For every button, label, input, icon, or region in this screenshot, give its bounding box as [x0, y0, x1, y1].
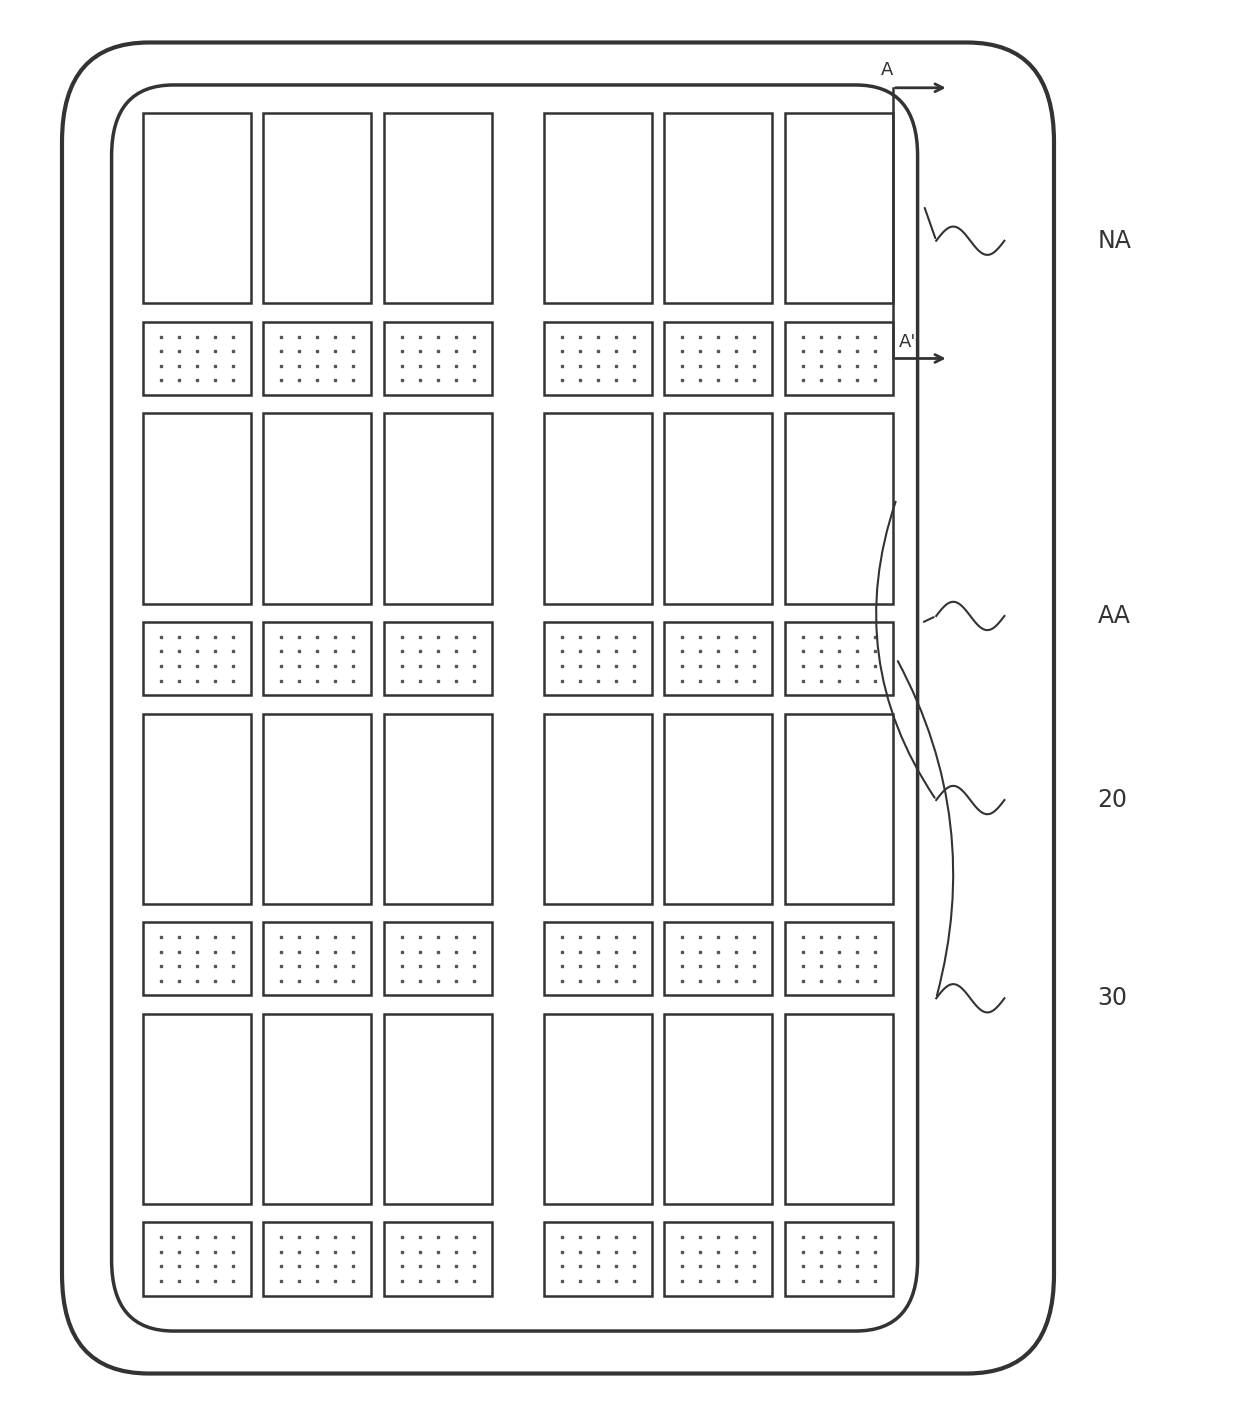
Bar	[263, 413, 371, 603]
Bar	[543, 714, 652, 903]
Bar	[383, 113, 491, 303]
Text: NA: NA	[1097, 229, 1131, 252]
Bar	[665, 1222, 773, 1296]
Bar	[263, 622, 371, 695]
Text: 30: 30	[1097, 987, 1127, 1010]
Bar	[263, 714, 371, 903]
FancyBboxPatch shape	[62, 42, 1054, 1374]
Bar	[143, 413, 250, 603]
Bar	[263, 1014, 371, 1204]
Bar	[665, 321, 773, 395]
Bar	[785, 1222, 893, 1296]
Bar	[785, 714, 893, 903]
Bar	[785, 113, 893, 303]
Bar	[383, 1014, 491, 1204]
Bar	[143, 113, 250, 303]
Bar	[543, 321, 652, 395]
FancyBboxPatch shape	[112, 85, 918, 1331]
Bar	[543, 622, 652, 695]
Bar	[383, 1222, 491, 1296]
Bar	[665, 413, 773, 603]
Bar	[143, 714, 250, 903]
Bar	[143, 1222, 250, 1296]
Bar	[785, 922, 893, 995]
Bar	[383, 922, 491, 995]
Bar	[785, 321, 893, 395]
Bar	[665, 622, 773, 695]
Bar	[543, 1222, 652, 1296]
Bar	[143, 321, 250, 395]
Bar	[263, 321, 371, 395]
Bar	[665, 922, 773, 995]
Bar	[383, 622, 491, 695]
Bar	[785, 622, 893, 695]
Text: 20: 20	[1097, 789, 1127, 811]
Bar	[543, 413, 652, 603]
Bar	[263, 113, 371, 303]
Bar	[383, 714, 491, 903]
Bar	[143, 1014, 250, 1204]
Bar	[785, 413, 893, 603]
Text: A': A'	[899, 333, 916, 351]
Bar	[665, 1014, 773, 1204]
Bar	[143, 622, 250, 695]
Bar	[263, 1222, 371, 1296]
Bar	[785, 1014, 893, 1204]
Bar	[383, 321, 491, 395]
Text: AA: AA	[1097, 605, 1131, 627]
Bar	[665, 113, 773, 303]
Text: A: A	[880, 61, 893, 79]
Bar	[543, 1014, 652, 1204]
Bar	[263, 922, 371, 995]
Bar	[543, 922, 652, 995]
Bar	[665, 714, 773, 903]
Bar	[383, 413, 491, 603]
Bar	[543, 113, 652, 303]
Bar	[143, 922, 250, 995]
